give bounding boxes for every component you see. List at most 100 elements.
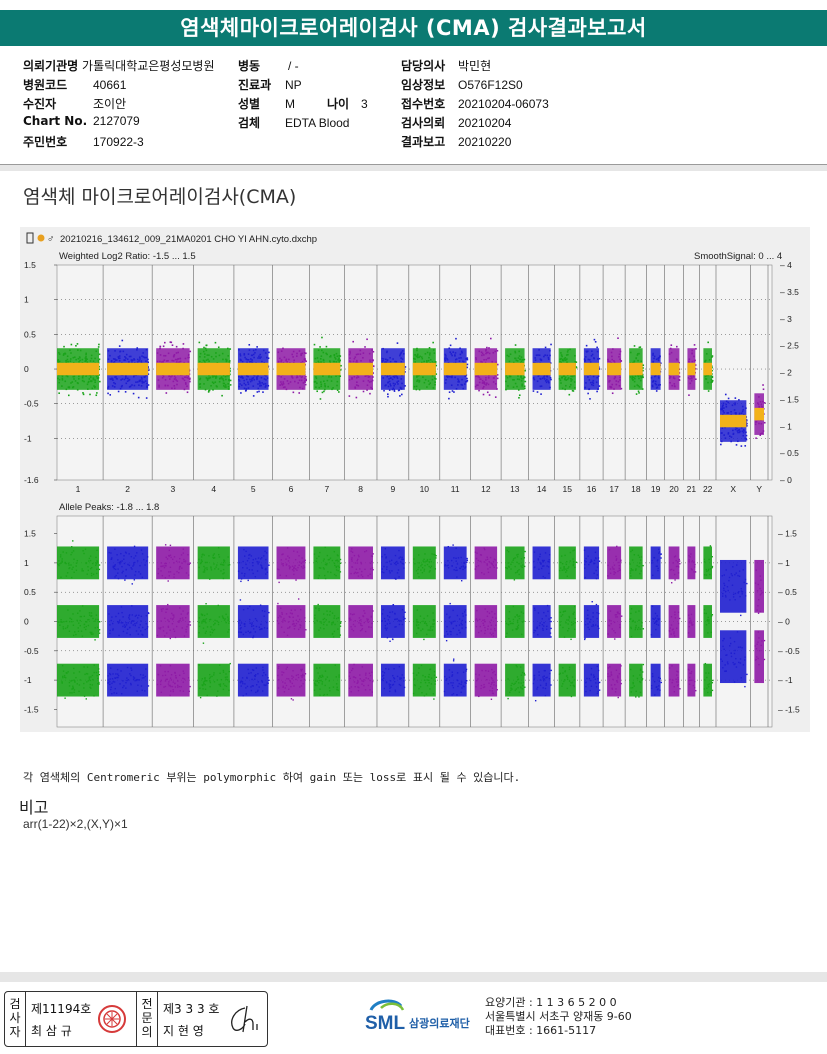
allele-point bbox=[315, 607, 317, 609]
ratio-point bbox=[524, 380, 527, 383]
allele-point bbox=[353, 613, 355, 615]
allele-point bbox=[494, 559, 497, 561]
chromosome-label: 12 bbox=[481, 484, 491, 494]
allele-point bbox=[291, 623, 294, 626]
allele-point bbox=[357, 575, 360, 577]
allele-point bbox=[205, 603, 207, 605]
allele-point bbox=[277, 568, 279, 570]
ratio-point bbox=[340, 364, 342, 367]
allele-point bbox=[423, 679, 426, 681]
allele-point bbox=[590, 559, 592, 561]
allele-point bbox=[475, 566, 478, 568]
allele-point bbox=[131, 568, 133, 570]
panel-1-ytick-right: – 3.5 bbox=[780, 287, 799, 297]
allele-point bbox=[595, 569, 597, 572]
allele-point bbox=[294, 565, 296, 567]
allele-point bbox=[135, 622, 138, 624]
allele-point bbox=[359, 629, 362, 632]
allele-point bbox=[395, 578, 397, 580]
allele-point bbox=[381, 568, 383, 570]
allele-point bbox=[293, 568, 295, 570]
allele-point bbox=[135, 679, 138, 682]
allele-point bbox=[533, 566, 536, 569]
allele-point bbox=[538, 671, 540, 673]
ratio-point bbox=[229, 348, 232, 350]
allele-point bbox=[125, 624, 128, 626]
allele-point bbox=[544, 669, 546, 672]
allele-point bbox=[282, 685, 284, 688]
allele-point bbox=[294, 558, 297, 561]
chart-header: 20210216_134612_009_21MA0201 CHO YI AHN.… bbox=[60, 234, 317, 245]
allele-point bbox=[356, 682, 358, 684]
allele-point bbox=[240, 631, 242, 633]
allele-point bbox=[283, 617, 285, 620]
ratio-point bbox=[124, 391, 127, 393]
allele-point bbox=[414, 684, 416, 687]
allele-point bbox=[516, 571, 518, 573]
allele-point bbox=[595, 603, 598, 606]
allele-point bbox=[516, 666, 518, 668]
allele-point bbox=[402, 558, 405, 561]
ratio-point bbox=[466, 358, 469, 361]
ratio-point bbox=[98, 358, 101, 361]
allele-point bbox=[108, 672, 111, 675]
allele-point bbox=[382, 674, 385, 677]
allele-point bbox=[505, 566, 507, 569]
allele-point bbox=[328, 680, 330, 682]
allele-peak-band bbox=[505, 663, 525, 697]
ratio-point bbox=[518, 396, 520, 399]
allele-point bbox=[109, 678, 111, 680]
smooth-signal bbox=[348, 362, 373, 376]
allele-point bbox=[371, 691, 373, 693]
allele-point bbox=[386, 566, 388, 568]
ratio-point bbox=[63, 345, 65, 348]
panel-1-ytick-right: – 1 bbox=[780, 421, 792, 431]
allele-point bbox=[242, 633, 245, 636]
allele-point bbox=[72, 550, 75, 552]
allele-point bbox=[450, 633, 452, 636]
allele-point bbox=[281, 613, 283, 615]
ratio-point bbox=[550, 378, 552, 381]
allele-point bbox=[187, 612, 189, 614]
allele-point bbox=[94, 620, 96, 622]
allele-point bbox=[364, 689, 367, 691]
allele-point bbox=[383, 687, 386, 690]
allele-point bbox=[389, 622, 391, 625]
allele-point bbox=[326, 614, 329, 616]
allele-point bbox=[291, 675, 293, 677]
allele-point bbox=[483, 686, 486, 688]
allele-point bbox=[140, 630, 142, 632]
allele-point bbox=[422, 674, 424, 677]
allele-point bbox=[325, 678, 327, 680]
allele-point bbox=[255, 674, 257, 676]
allele-point bbox=[93, 671, 95, 674]
ratio-point bbox=[496, 374, 499, 376]
allele-point bbox=[214, 622, 216, 624]
allele-point bbox=[85, 698, 87, 700]
allele-point bbox=[543, 621, 545, 624]
allele-point bbox=[260, 566, 263, 569]
allele-point bbox=[282, 681, 284, 683]
allele-point bbox=[505, 622, 508, 625]
allele-point bbox=[335, 565, 337, 568]
allele-point bbox=[238, 622, 240, 624]
allele-point bbox=[281, 563, 283, 565]
allele-point bbox=[168, 549, 171, 552]
allele-point bbox=[514, 572, 517, 574]
allele-point bbox=[475, 673, 477, 675]
allele-point bbox=[350, 619, 352, 621]
allele-point bbox=[323, 621, 325, 623]
allele-peak-band bbox=[505, 605, 525, 638]
allele-point bbox=[263, 671, 265, 674]
allele-point bbox=[220, 570, 222, 572]
allele-point bbox=[539, 555, 541, 558]
allele-point bbox=[129, 633, 131, 636]
allele-point bbox=[277, 622, 280, 625]
allele-point bbox=[350, 572, 352, 575]
allele-point bbox=[249, 605, 251, 608]
allele-point bbox=[597, 557, 600, 559]
ratio-point bbox=[642, 369, 644, 372]
allele-point bbox=[389, 687, 391, 689]
allele-point bbox=[508, 565, 510, 568]
allele-point bbox=[282, 564, 284, 567]
